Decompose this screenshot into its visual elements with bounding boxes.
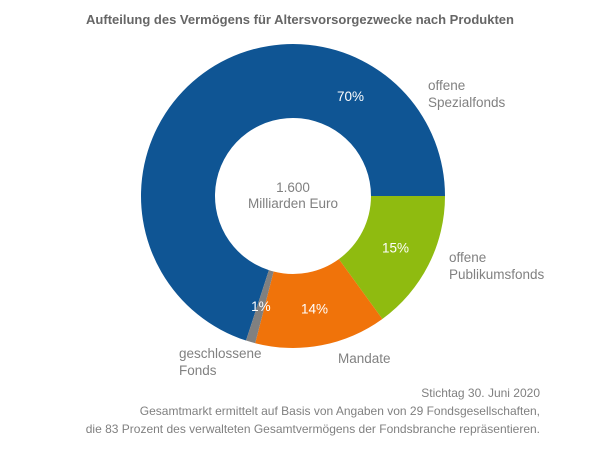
segment-pct-label: 70% — [337, 89, 364, 104]
chart-title: Aufteilung des Vermögens für Altersvorso… — [86, 12, 514, 27]
center-total-unit: Milliarden Euro — [247, 196, 339, 211]
label-line: offene — [449, 250, 487, 265]
label-line: geschlossene — [179, 346, 262, 361]
donut-segment-geschlossene-fonds — [246, 270, 274, 344]
label-offene-spezialfonds: offene Spezialfonds — [428, 77, 505, 111]
donut-center-label: 1.600 Milliarden Euro — [193, 180, 393, 212]
footnote-date: Stichtag 30. Juni 2020 — [421, 386, 540, 400]
label-mandate: Mandate — [338, 351, 391, 366]
label-geschlossene-fonds: geschlossene Fonds — [179, 345, 262, 379]
segment-pct-label: 15% — [382, 241, 409, 256]
footnote-source-1: Gesamtmarkt ermittelt auf Basis von Anga… — [139, 404, 540, 418]
label-line: Fonds — [179, 363, 217, 378]
donut-segment-offene-publikumsfonds — [338, 196, 445, 319]
footnote-source-2: die 83 Prozent des verwalteten Gesamtver… — [85, 422, 540, 436]
label-offene-publikumsfonds: offene Publikumsfonds — [449, 249, 544, 283]
donut-segment-offene-spezialfonds — [140, 43, 445, 341]
label-line: Publikumsfonds — [449, 267, 545, 282]
label-line: offene — [428, 78, 466, 93]
label-line: Spezialfonds — [428, 95, 506, 110]
donut-segment-mandate — [255, 259, 383, 348]
segment-pct-label: 14% — [301, 301, 328, 316]
segment-pct-label: 1% — [251, 299, 271, 314]
chart-footnote: Stichtag 30. Juni 2020 Gesamtmarkt ermit… — [10, 384, 540, 438]
center-total-value: 1.600 — [276, 180, 310, 195]
